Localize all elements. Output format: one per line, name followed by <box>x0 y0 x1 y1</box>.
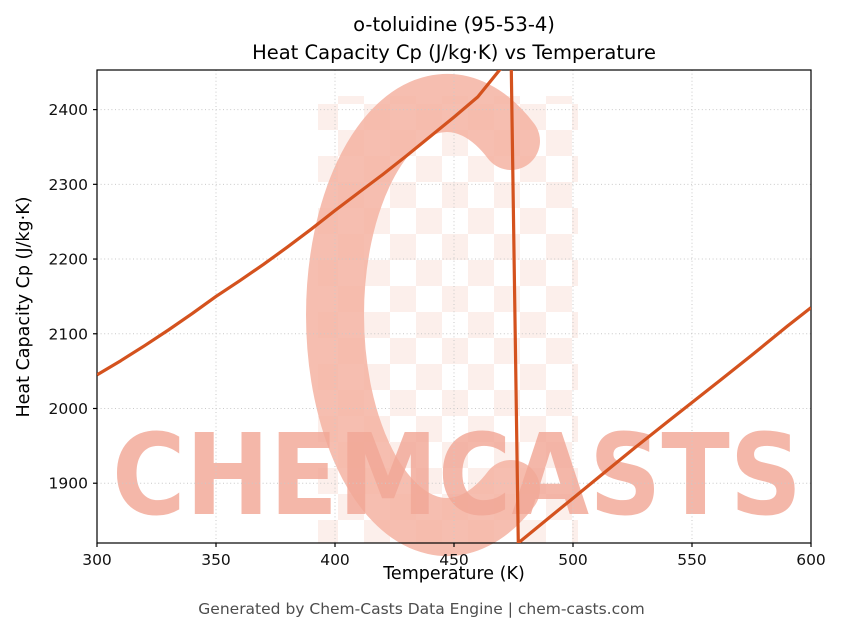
x-tick-label: 600 <box>796 551 826 569</box>
watermark: CHEMCASTS <box>112 74 802 556</box>
y-tick-label: 2300 <box>49 176 88 194</box>
grid-layer <box>97 70 811 543</box>
y-axis-label: Heat Capacity Cp (J/kg·K) <box>14 196 34 418</box>
y-tick-label: 2000 <box>49 400 88 418</box>
chart-subtitle: Heat Capacity Cp (J/kg·K) vs Temperature <box>252 40 656 64</box>
title-block: o-toluidine (95-53-4) Heat Capacity Cp (… <box>97 11 811 66</box>
y-tick-label: 2200 <box>49 251 88 269</box>
x-tick-label: 350 <box>201 551 231 569</box>
y-tick-label: 2400 <box>49 101 88 119</box>
y-tick-label: 2100 <box>49 325 88 343</box>
x-tick-label: 500 <box>558 551 588 569</box>
y-tick-label: 1900 <box>49 475 88 493</box>
x-tick-label: 300 <box>82 551 112 569</box>
axes-layer: 300 350 400 450 500 550 600 1900 2000 2100 2200 230… <box>49 69 826 569</box>
x-tick-label: 550 <box>677 551 707 569</box>
footer-credit: Generated by Chem-Casts Data Engine | ch… <box>198 600 645 618</box>
cp-line <box>97 70 811 543</box>
x-axis-label: Temperature (K) <box>383 564 525 584</box>
chart-title: o-toluidine (95-53-4) <box>353 13 555 36</box>
x-tick-label: 450 <box>439 551 469 569</box>
watermark-text: CHEMCASTS <box>112 411 802 541</box>
series-layer <box>97 70 811 543</box>
x-tick-label: 400 <box>320 551 350 569</box>
